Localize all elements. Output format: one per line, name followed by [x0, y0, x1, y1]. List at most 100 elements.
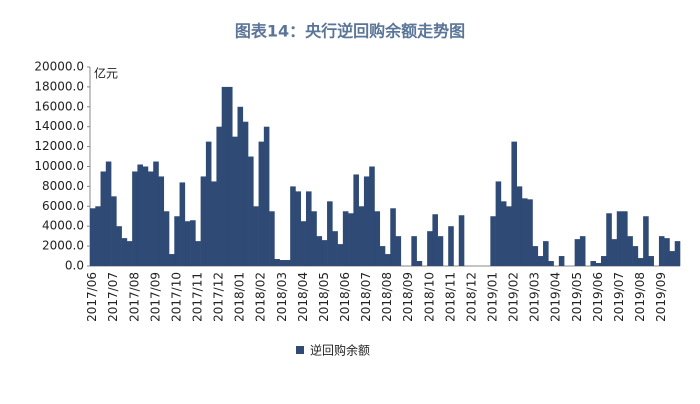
- bar: [232, 136, 238, 266]
- bar: [622, 211, 628, 266]
- bar: [511, 141, 517, 266]
- bar: [548, 261, 554, 266]
- bar: [674, 241, 681, 266]
- bar: [537, 256, 544, 266]
- bar: [490, 216, 496, 266]
- y-tick-label: 0.0: [65, 259, 84, 273]
- bar: [590, 261, 597, 266]
- bar: [174, 216, 180, 266]
- bar: [558, 256, 565, 266]
- y-tick-label: 12000.0: [34, 139, 84, 153]
- bar: [226, 86, 233, 267]
- bar: [521, 198, 528, 266]
- x-tick-label: 2018/11: [443, 272, 457, 322]
- bar: [179, 182, 186, 266]
- bar: [184, 221, 191, 266]
- bar: [321, 240, 328, 266]
- bar: [305, 191, 312, 266]
- bar: [248, 156, 254, 266]
- x-tick-label: 2017/10: [169, 272, 183, 322]
- bar: [253, 206, 259, 266]
- bar: [595, 263, 602, 266]
- x-tick-label: 2019/07: [612, 272, 626, 322]
- x-tick-label: 2018/10: [422, 272, 436, 322]
- bar: [269, 211, 275, 266]
- bar: [500, 201, 507, 266]
- bar: [506, 206, 512, 266]
- x-tick-label: 2018/01: [233, 272, 247, 322]
- bar: [290, 186, 296, 266]
- x-tick-label: 2018/07: [359, 272, 373, 322]
- x-tick-label: 2017/11: [190, 272, 204, 322]
- x-tick-label: 2018/09: [401, 272, 415, 322]
- bar: [132, 171, 138, 266]
- chart-title: 图表14：央行逆回购余额走势图: [235, 22, 465, 41]
- bar: [337, 244, 344, 266]
- bar: [95, 206, 101, 266]
- bar: [574, 239, 581, 266]
- bar: [263, 126, 270, 266]
- bar: [295, 191, 302, 266]
- bar: [369, 166, 375, 266]
- x-tick-label: 2019/06: [591, 272, 605, 322]
- x-tick-label: 2017/09: [148, 272, 162, 322]
- bar: [658, 236, 665, 266]
- bar: [527, 199, 533, 266]
- y-tick-label: 16000.0: [34, 99, 84, 113]
- bar: [279, 260, 286, 266]
- x-tick-label: 2018/05: [317, 272, 331, 322]
- bar: [116, 226, 122, 266]
- bar: [216, 126, 222, 266]
- bar: [274, 259, 280, 266]
- bar: [627, 236, 633, 266]
- x-tick-label: 2018/06: [338, 272, 352, 322]
- bar: [616, 211, 623, 266]
- bar: [411, 236, 417, 266]
- bar: [458, 215, 465, 266]
- bar: [316, 236, 323, 266]
- bar: [353, 174, 359, 266]
- x-tick-label: 2017/08: [127, 272, 141, 322]
- bar: [532, 246, 539, 266]
- bar: [437, 236, 444, 266]
- bar: [237, 106, 244, 266]
- bar: [332, 231, 338, 266]
- bar: [137, 164, 143, 266]
- bar: [374, 211, 381, 266]
- bar: [363, 176, 370, 266]
- x-tick-label: 2017/06: [85, 272, 99, 322]
- x-tick-label: 2019/04: [549, 272, 563, 322]
- bar: [121, 238, 128, 266]
- bar: [495, 181, 502, 266]
- bar: [416, 261, 423, 266]
- bar: [169, 254, 175, 266]
- bar: [632, 246, 639, 266]
- bar: [284, 260, 291, 266]
- x-tick-label: 2018/03: [275, 272, 289, 322]
- bar: [664, 238, 670, 266]
- bar: [432, 214, 438, 266]
- y-unit: 亿元: [94, 66, 118, 81]
- bar: [200, 176, 207, 266]
- y-tick-label: 14000.0: [34, 119, 84, 133]
- bar: [327, 201, 333, 266]
- bar: [300, 221, 307, 266]
- y-tick-label: 8000.0: [42, 179, 84, 193]
- bar: [385, 254, 391, 266]
- bar: [153, 161, 159, 266]
- bar: [105, 161, 112, 266]
- bar: [242, 121, 249, 266]
- y-tick-label: 18000.0: [34, 79, 84, 93]
- bar: [579, 236, 586, 266]
- y-tick-label: 10000.0: [34, 159, 84, 173]
- x-tick-label: 2019/09: [654, 272, 668, 322]
- x-tick-label: 2018/04: [296, 272, 310, 322]
- bar: [516, 186, 523, 266]
- y-tick-label: 2000.0: [42, 239, 84, 253]
- bar: [600, 256, 607, 266]
- bar: [342, 211, 349, 266]
- bar: [358, 206, 365, 266]
- x-tick-label: 2019/05: [570, 272, 584, 322]
- x-tick-label: 2018/02: [254, 272, 268, 322]
- bar: [448, 226, 454, 266]
